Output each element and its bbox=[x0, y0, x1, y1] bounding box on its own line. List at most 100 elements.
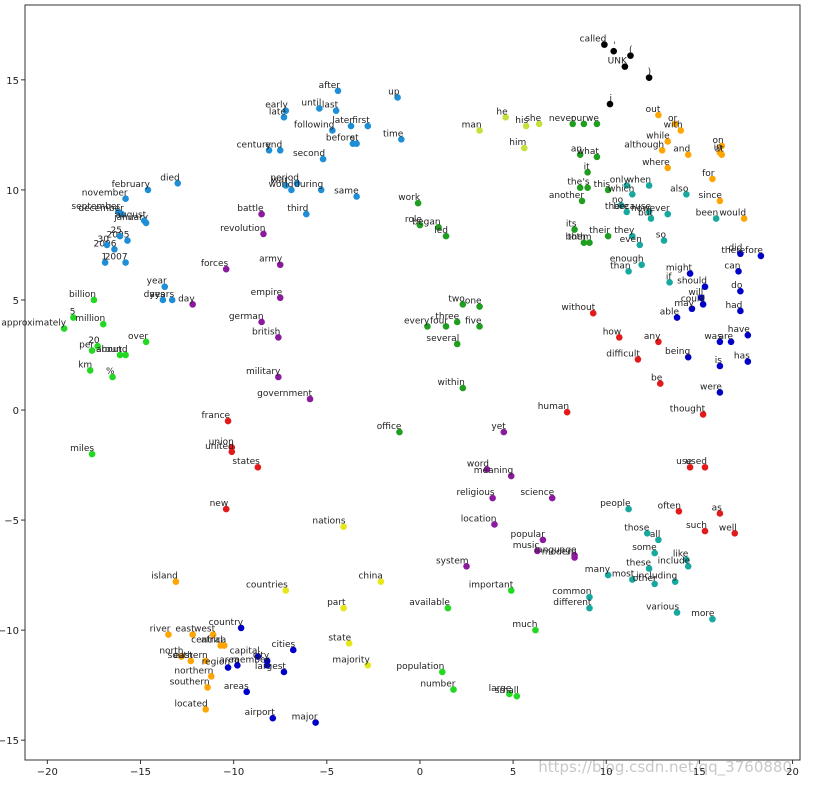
point bbox=[684, 353, 692, 361]
point bbox=[716, 362, 724, 370]
point-label: miles bbox=[70, 444, 94, 454]
point bbox=[718, 142, 726, 150]
point-label: difficult bbox=[606, 349, 640, 359]
point-label: 2007 bbox=[105, 253, 128, 263]
point bbox=[204, 684, 211, 691]
point-label: at bbox=[715, 145, 725, 155]
point bbox=[580, 239, 588, 247]
point bbox=[334, 87, 342, 95]
point bbox=[207, 673, 215, 680]
point bbox=[673, 609, 681, 616]
x-tick-label: −20 bbox=[37, 767, 58, 778]
point bbox=[435, 224, 442, 231]
point bbox=[442, 323, 450, 330]
point-label: will bbox=[688, 288, 703, 298]
point bbox=[118, 210, 126, 218]
point bbox=[168, 296, 176, 304]
point-label: only bbox=[610, 175, 630, 185]
point bbox=[578, 197, 586, 205]
point bbox=[660, 237, 668, 244]
point-label: music bbox=[513, 541, 540, 551]
point-label: southern bbox=[170, 677, 210, 687]
point bbox=[580, 120, 588, 128]
point-label: days bbox=[144, 290, 166, 300]
point-label: role bbox=[405, 215, 423, 225]
point bbox=[140, 217, 148, 225]
point-label: many bbox=[585, 565, 611, 575]
point-label: number bbox=[420, 680, 455, 690]
point-label: all bbox=[650, 530, 661, 540]
point bbox=[364, 662, 372, 669]
point-label: since bbox=[699, 191, 723, 201]
point-label: died bbox=[160, 173, 179, 183]
plot-frame bbox=[24, 4, 801, 761]
point bbox=[701, 283, 709, 291]
point-label: 30 bbox=[98, 235, 110, 245]
point-label: november bbox=[82, 189, 128, 199]
point-label: per bbox=[79, 341, 94, 351]
point bbox=[258, 318, 265, 326]
point bbox=[625, 505, 632, 513]
point bbox=[655, 536, 662, 544]
point bbox=[615, 334, 623, 341]
point-label: approximately bbox=[1, 319, 66, 329]
point bbox=[688, 305, 696, 313]
point-label: years bbox=[149, 290, 174, 300]
point bbox=[209, 631, 217, 638]
x-tick-label: 20 bbox=[786, 767, 799, 778]
point-label: if bbox=[666, 272, 673, 282]
point-label: for bbox=[702, 169, 715, 179]
point-label: different bbox=[553, 598, 592, 608]
x-tick-label: −10 bbox=[223, 767, 244, 778]
point bbox=[586, 604, 593, 612]
point-label: northern bbox=[174, 666, 213, 676]
point-label: end bbox=[265, 140, 282, 150]
point bbox=[332, 107, 340, 114]
point bbox=[159, 296, 167, 304]
point bbox=[716, 510, 724, 517]
point bbox=[709, 615, 716, 623]
point bbox=[716, 389, 724, 396]
point-label: it bbox=[584, 162, 591, 172]
point bbox=[576, 151, 584, 158]
point-label: used bbox=[685, 457, 707, 467]
point bbox=[664, 164, 672, 172]
point bbox=[450, 686, 457, 693]
point-label: there bbox=[605, 202, 629, 212]
point-label: 20 bbox=[88, 336, 100, 346]
point-label: called bbox=[580, 35, 607, 45]
point-label: how bbox=[603, 327, 622, 337]
point bbox=[224, 417, 232, 425]
point bbox=[677, 127, 685, 134]
point-label: british bbox=[252, 327, 280, 337]
point bbox=[269, 714, 277, 722]
point bbox=[491, 521, 498, 528]
point-label: three bbox=[435, 312, 459, 322]
point bbox=[396, 428, 403, 436]
point-label: began bbox=[412, 217, 440, 227]
point-label: other bbox=[633, 574, 657, 584]
point bbox=[394, 94, 401, 101]
y-tick-label: 0 bbox=[13, 406, 19, 417]
point-label: same bbox=[334, 187, 359, 197]
point-label: those bbox=[624, 523, 649, 533]
point-label: city bbox=[253, 651, 270, 661]
point-label: part bbox=[327, 598, 346, 608]
point bbox=[459, 301, 467, 308]
point-label: science bbox=[520, 488, 554, 498]
point-label: cities bbox=[272, 640, 296, 650]
point-label: or bbox=[668, 114, 678, 124]
point-label: small bbox=[495, 686, 519, 696]
point bbox=[716, 197, 724, 205]
point bbox=[548, 494, 556, 502]
point bbox=[276, 294, 284, 302]
point-label: population bbox=[396, 662, 444, 672]
point-label: within bbox=[437, 378, 464, 388]
point bbox=[442, 232, 450, 240]
point-label: did bbox=[728, 244, 742, 254]
point-label: have bbox=[728, 325, 751, 335]
x-tick-label: −15 bbox=[130, 767, 151, 778]
point bbox=[476, 323, 483, 330]
point-label: during bbox=[294, 180, 323, 190]
